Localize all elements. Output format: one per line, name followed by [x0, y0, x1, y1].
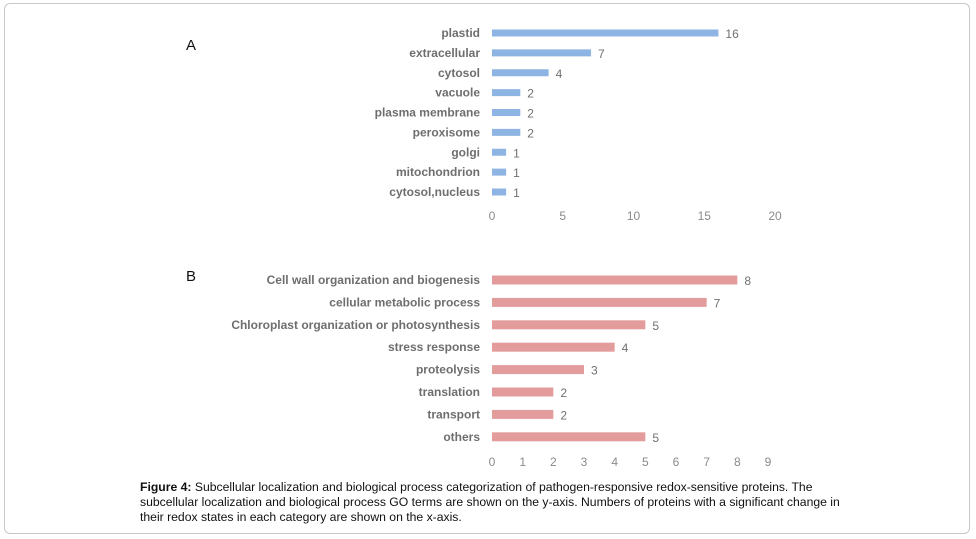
chart-b-x-tick-label: 3 — [581, 455, 588, 469]
chart-b-x-tick-label: 1 — [519, 455, 526, 469]
chart-b-value-label: 5 — [652, 319, 659, 333]
chart-a-bar — [492, 168, 507, 176]
chart-a-x-tick-label: 20 — [768, 209, 782, 223]
chart-b-bar — [492, 342, 615, 352]
chart-a-bar — [492, 188, 507, 196]
chart-b-x-tick-label: 0 — [489, 455, 496, 469]
chart-a-category-label: extracellular — [409, 46, 480, 60]
chart-b-x-tick-label: 9 — [765, 455, 772, 469]
chart-a-category-label: plasma membrane — [375, 106, 481, 120]
chart-a-value-label: 7 — [598, 47, 605, 61]
chart-a-x-tick-label: 10 — [627, 209, 641, 223]
chart-a-x-tick-label: 5 — [559, 209, 566, 223]
chart-b-bar — [492, 275, 738, 285]
panel-b-label: B — [186, 268, 197, 285]
chart-b-x-tick-label: 5 — [642, 455, 649, 469]
figure-frame — [4, 3, 970, 534]
chart-a-value-label: 16 — [725, 27, 739, 41]
chart-a-category-label: cytosol — [438, 66, 480, 80]
chart-b-x-tick-label: 4 — [611, 455, 618, 469]
chart-a-bar — [492, 29, 719, 37]
chart-b-category-label: stress response — [388, 340, 480, 354]
chart-b-category-label: others — [443, 430, 480, 444]
chart-b-category-label: translation — [419, 385, 480, 399]
chart-a-bar — [492, 49, 592, 57]
chart-b-value-label: 5 — [652, 431, 659, 445]
chart-a-value-label: 2 — [527, 107, 534, 121]
figure-label: Figure 4: — [140, 480, 192, 494]
chart-a-category-label: peroxisome — [413, 125, 481, 139]
chart-b-x-tick-label: 6 — [673, 455, 680, 469]
chart-b-bar — [492, 320, 646, 330]
chart-a-bar — [492, 89, 521, 97]
chart-a-value-label: 1 — [513, 166, 520, 180]
chart-a-value-label: 1 — [513, 146, 520, 160]
chart-b-bar — [492, 387, 554, 397]
chart-b-value-label: 2 — [560, 408, 567, 422]
chart-a-x-tick-label: 0 — [489, 209, 496, 223]
caption-text: Subcellular localization and biological … — [140, 480, 840, 524]
chart-b-value-label: 4 — [622, 341, 629, 355]
chart-a-value-label: 4 — [556, 67, 563, 81]
chart-a-value-label: 1 — [513, 186, 520, 200]
chart-b-x-tick-label: 2 — [550, 455, 557, 469]
chart-b-value-label: 3 — [591, 364, 598, 378]
chart-a-category-label: vacuole — [435, 86, 480, 100]
chart-a-value-label: 2 — [527, 126, 534, 140]
chart-a-bar — [492, 69, 549, 77]
chart-a-bar — [492, 109, 521, 116]
chart-b-value-label: 2 — [560, 386, 567, 400]
chart-b-bar — [492, 409, 554, 419]
chart-b-category-label: Chloroplast organization or photosynthes… — [231, 318, 480, 332]
chart-b-bar — [492, 432, 646, 442]
chart-b-category-label: proteolysis — [416, 363, 480, 377]
chart-b-category-label: Cell wall organization and biogenesis — [267, 273, 481, 287]
panel-a-label: A — [186, 37, 197, 54]
chart-a-category-label: cytosol,nucleus — [389, 185, 480, 199]
chart-b-value-label: 7 — [714, 296, 721, 310]
chart-b-category-label: transport — [427, 407, 480, 421]
chart-b-x-tick-label: 8 — [734, 455, 741, 469]
chart-a-bar — [492, 148, 507, 156]
chart-b-bar — [492, 297, 707, 307]
chart-b-category-label: cellular metabolic process — [329, 295, 480, 309]
chart-a-category-label: plastid — [441, 26, 480, 40]
chart-b-bar — [492, 365, 584, 375]
figure-caption: Figure 4: Subcellular localization and b… — [140, 480, 860, 525]
chart-b-x-tick-label: 7 — [703, 455, 710, 469]
chart-a-category-label: golgi — [451, 145, 480, 159]
chart-a-x-tick-label: 15 — [698, 209, 712, 223]
chart-b-value-label: 8 — [744, 274, 751, 288]
chart-a-category-label: mitochondrion — [396, 165, 480, 179]
chart-a-bar — [492, 128, 521, 136]
chart-a-value-label: 2 — [527, 87, 534, 101]
